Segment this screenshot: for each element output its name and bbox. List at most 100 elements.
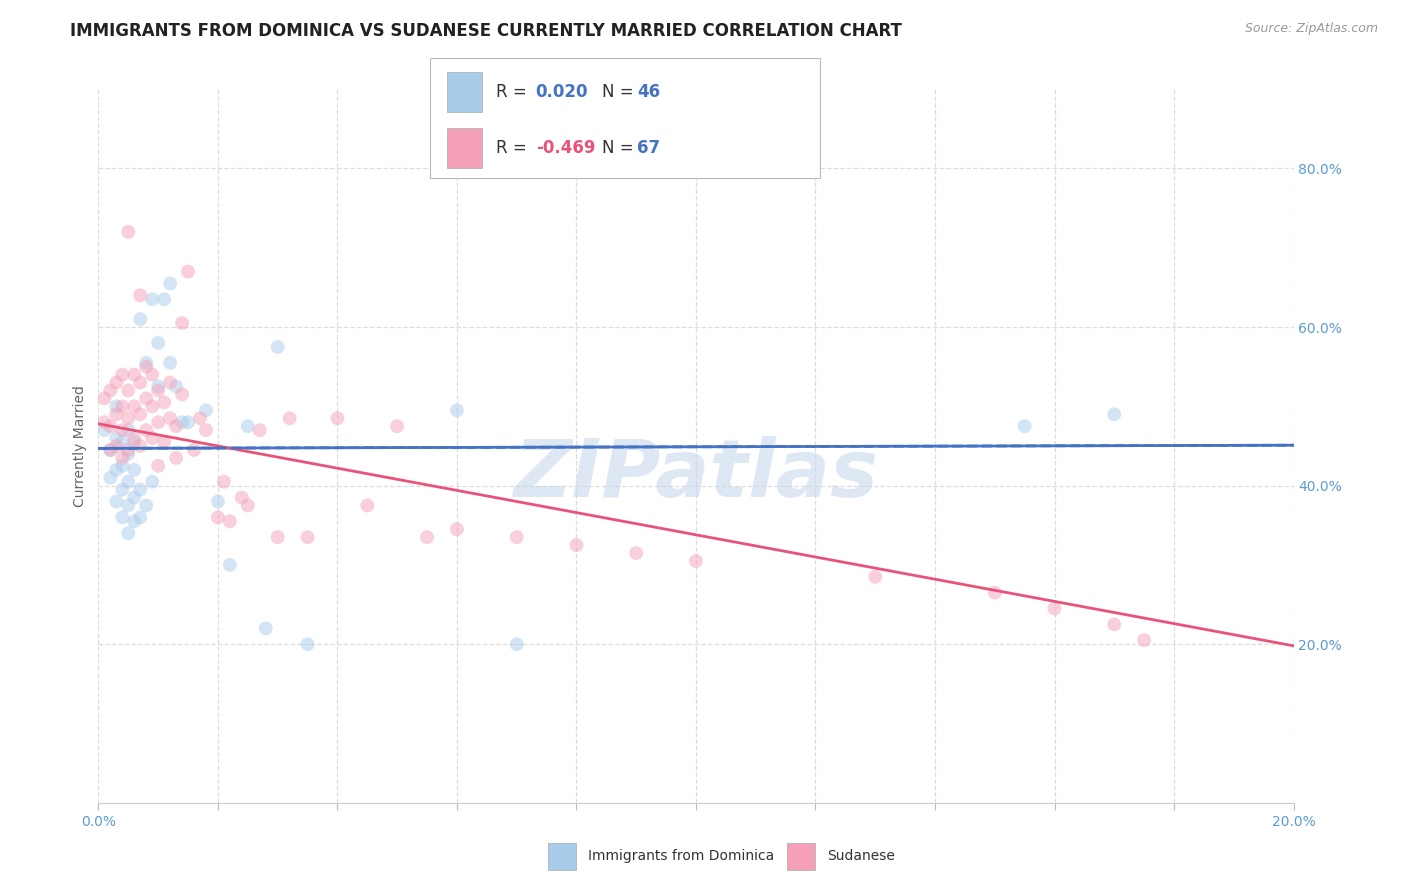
Point xyxy=(117,447,139,461)
Point xyxy=(165,379,187,393)
Point xyxy=(141,475,163,489)
Point xyxy=(141,368,163,382)
Point xyxy=(124,463,146,477)
Point xyxy=(93,423,115,437)
Point xyxy=(148,415,170,429)
Point xyxy=(129,376,152,390)
Point xyxy=(172,316,194,330)
Point xyxy=(177,415,200,429)
Point xyxy=(165,419,187,434)
Point xyxy=(98,384,122,398)
Text: -0.469: -0.469 xyxy=(536,139,595,157)
Point xyxy=(129,510,152,524)
Text: Sudanese: Sudanese xyxy=(827,849,894,863)
Point xyxy=(172,415,194,429)
Point xyxy=(326,411,349,425)
Point xyxy=(446,403,468,417)
Point xyxy=(159,277,181,291)
Point xyxy=(135,499,157,513)
Point xyxy=(135,356,157,370)
Point xyxy=(111,450,134,465)
Point xyxy=(984,585,1007,599)
Point xyxy=(117,499,139,513)
Point xyxy=(111,423,134,437)
Point xyxy=(195,403,218,417)
Point xyxy=(1014,419,1036,434)
Point xyxy=(93,415,115,429)
Point xyxy=(124,491,146,505)
Point xyxy=(1043,601,1066,615)
Point xyxy=(129,483,152,497)
Point xyxy=(111,483,134,497)
Point xyxy=(565,538,588,552)
Point xyxy=(141,400,163,414)
Point xyxy=(207,494,229,508)
Point xyxy=(506,530,529,544)
Y-axis label: Currently Married: Currently Married xyxy=(73,385,87,507)
Point xyxy=(117,384,139,398)
Point xyxy=(135,392,157,406)
Point xyxy=(685,554,707,568)
Point xyxy=(117,423,139,437)
Point xyxy=(267,340,290,354)
Text: N =: N = xyxy=(602,83,638,101)
Point xyxy=(117,526,139,541)
Point xyxy=(148,379,170,393)
Point xyxy=(124,514,146,528)
Point xyxy=(159,411,181,425)
Point xyxy=(111,435,134,450)
Point xyxy=(153,395,176,409)
Point xyxy=(148,458,170,473)
Point xyxy=(141,293,163,307)
Text: ZIPatlas: ZIPatlas xyxy=(513,435,879,514)
Point xyxy=(506,637,529,651)
Point xyxy=(98,471,122,485)
Point xyxy=(267,530,290,544)
Point xyxy=(135,423,157,437)
Point xyxy=(219,514,242,528)
Point xyxy=(117,225,139,239)
Point xyxy=(212,475,235,489)
Point xyxy=(159,356,181,370)
Point xyxy=(865,570,887,584)
Point xyxy=(105,439,128,453)
Point xyxy=(297,530,319,544)
Point xyxy=(236,499,259,513)
Point xyxy=(111,458,134,473)
Point xyxy=(105,407,128,421)
Point xyxy=(98,442,122,457)
Point xyxy=(416,530,439,544)
Text: N =: N = xyxy=(602,139,638,157)
Text: 0.020: 0.020 xyxy=(536,83,588,101)
Point xyxy=(278,411,301,425)
Point xyxy=(105,376,128,390)
Point xyxy=(124,431,146,445)
Point xyxy=(105,400,128,414)
Point xyxy=(297,637,319,651)
Point xyxy=(98,442,122,457)
Point xyxy=(195,423,218,437)
Point xyxy=(385,419,409,434)
Point xyxy=(93,392,115,406)
Point xyxy=(219,558,242,572)
Point xyxy=(105,494,128,508)
Point xyxy=(148,335,170,350)
Point xyxy=(446,522,468,536)
Point xyxy=(231,491,253,505)
Point xyxy=(188,411,211,425)
Text: R =: R = xyxy=(496,83,533,101)
Point xyxy=(135,359,157,374)
Point xyxy=(105,431,128,445)
Point xyxy=(129,288,152,302)
Text: IMMIGRANTS FROM DOMINICA VS SUDANESE CURRENTLY MARRIED CORRELATION CHART: IMMIGRANTS FROM DOMINICA VS SUDANESE CUR… xyxy=(70,22,903,40)
Point xyxy=(626,546,648,560)
Point xyxy=(254,621,277,635)
Point xyxy=(177,264,200,278)
Point xyxy=(207,510,229,524)
Point xyxy=(165,450,187,465)
Point xyxy=(117,411,139,425)
Point xyxy=(124,435,146,450)
Point xyxy=(124,368,146,382)
Point xyxy=(183,442,205,457)
Point xyxy=(129,407,152,421)
